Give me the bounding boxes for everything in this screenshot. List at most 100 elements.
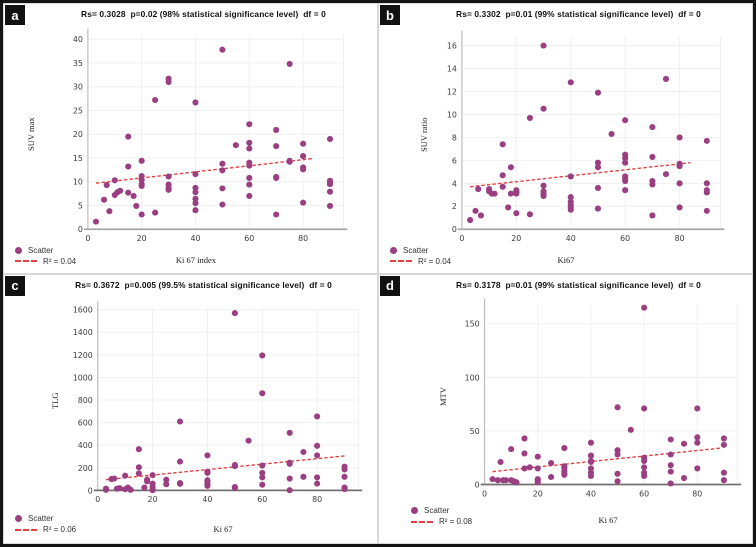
- scatter-plot: 0 20 40 60 80 0 2 4 6 8 10 12 14 16: [447, 30, 725, 243]
- legend-trend-entry: R² = 0.04: [15, 256, 76, 266]
- scatter-points: [92, 46, 334, 225]
- y-axis-label: TLG: [50, 392, 60, 409]
- svg-text:1200: 1200: [73, 350, 93, 359]
- panel-title: Rs= 0.3302 p=0.01 (99% statistical signi…: [456, 9, 701, 19]
- svg-text:10: 10: [73, 178, 83, 187]
- svg-text:80: 80: [675, 234, 685, 243]
- trend-line: [95, 157, 314, 184]
- scatter-dot-icon: [15, 515, 22, 522]
- tick-labels: 0 20 40 60 80 0 50 100 150: [465, 319, 703, 498]
- x-axis-label: Ki 67: [213, 523, 233, 534]
- x-axis-label: Ki 67: [598, 514, 618, 525]
- svg-text:40: 40: [202, 495, 212, 504]
- svg-text:1600: 1600: [73, 305, 93, 314]
- svg-text:150: 150: [465, 319, 480, 328]
- svg-text:800: 800: [78, 396, 93, 405]
- legend-scatter-entry: Scatter: [390, 245, 451, 255]
- legend-r2-label: R² = 0.04: [418, 256, 452, 266]
- axes: [93, 301, 363, 491]
- svg-text:80: 80: [312, 495, 322, 504]
- svg-text:40: 40: [566, 234, 576, 243]
- panel-letter-badge: b: [380, 5, 400, 25]
- scatter-points: [466, 42, 710, 224]
- svg-text:0: 0: [78, 225, 83, 234]
- svg-text:400: 400: [78, 441, 93, 450]
- svg-text:20: 20: [73, 130, 83, 139]
- y-axis-label: SUV max: [26, 117, 36, 151]
- svg-text:5: 5: [78, 201, 83, 210]
- y-axis-label: MTV: [438, 386, 448, 406]
- trend-line: [105, 454, 345, 480]
- svg-text:40: 40: [73, 35, 83, 44]
- svg-text:60: 60: [639, 489, 649, 498]
- svg-text:1000: 1000: [73, 373, 93, 382]
- svg-text:100: 100: [465, 373, 480, 382]
- svg-text:0: 0: [88, 486, 93, 495]
- x-axis-label: Ki 67 index: [175, 255, 217, 265]
- y-axis-label: SUV ratio: [419, 117, 429, 153]
- svg-text:40: 40: [586, 489, 596, 498]
- x-axis-label: Ki67: [557, 255, 575, 265]
- svg-text:12: 12: [447, 87, 457, 96]
- legend-r2-label: R² = 0.08: [439, 517, 473, 526]
- svg-text:15: 15: [73, 154, 83, 163]
- panel-title: Rs= 0.3178 p=0.01 (99% statistical signi…: [456, 279, 701, 290]
- legend: Scatter R² = 0.06: [15, 514, 76, 536]
- svg-text:60: 60: [257, 495, 267, 504]
- svg-text:60: 60: [244, 234, 254, 243]
- scatter-points: [102, 309, 348, 493]
- svg-text:40: 40: [190, 234, 200, 243]
- svg-text:20: 20: [511, 234, 521, 243]
- legend-scatter-entry: Scatter: [15, 514, 76, 524]
- svg-text:80: 80: [692, 489, 702, 498]
- trend-line: [492, 446, 722, 472]
- svg-text:4: 4: [452, 179, 457, 188]
- scatter-dot-icon: [411, 507, 418, 514]
- legend: Scatter R² = 0.04: [390, 245, 451, 267]
- svg-text:200: 200: [78, 463, 93, 472]
- svg-text:25: 25: [73, 106, 83, 115]
- scatter-dot-icon: [390, 246, 397, 254]
- dashed-line-icon: [15, 260, 37, 262]
- legend-scatter-entry: Scatter: [15, 245, 76, 255]
- legend-r2-label: R² = 0.06: [43, 525, 77, 534]
- legend-scatter-label: Scatter: [403, 245, 429, 255]
- gridlines: [87, 34, 344, 230]
- legend-scatter-label: Scatter: [424, 506, 450, 515]
- svg-text:0: 0: [482, 489, 487, 498]
- axes: [83, 28, 348, 231]
- legend-scatter-label: Scatter: [28, 245, 54, 255]
- axes: [480, 298, 742, 485]
- gridlines: [484, 304, 738, 484]
- dashed-line-icon: [15, 528, 37, 531]
- panel-a: a Rs= 0.3028 p=0.02 (98% statistical sig…: [3, 3, 378, 274]
- tick-labels: 0 20 40 60 80 0 2 4 6 8 10 12 14 16: [447, 42, 685, 243]
- legend-trend-entry: R² = 0.06: [15, 525, 76, 535]
- svg-text:1400: 1400: [73, 328, 93, 337]
- svg-text:16: 16: [447, 42, 457, 51]
- svg-text:6: 6: [452, 156, 457, 165]
- svg-text:10: 10: [447, 110, 457, 119]
- gridlines: [97, 306, 359, 490]
- legend-trend-entry: R² = 0.04: [390, 256, 451, 266]
- panel-title: Rs= 0.3672 p=0.005 (99.5% statistical si…: [75, 279, 332, 290]
- panel-c: c Rs= 0.3672 p=0.005 (99.5% statistical …: [3, 273, 378, 544]
- legend: Scatter R² = 0.08: [411, 506, 472, 528]
- svg-text:0: 0: [475, 480, 480, 489]
- svg-text:0: 0: [452, 225, 457, 234]
- svg-text:14: 14: [447, 65, 457, 74]
- dashed-line-icon: [411, 520, 433, 523]
- svg-text:80: 80: [298, 234, 308, 243]
- tick-labels: 0 20 40 60 80 0 5 10 15 20 25 30 35 40: [73, 35, 308, 243]
- scatter-plot: 0 20 40 60 80 0 50 100 150: [465, 298, 742, 498]
- svg-text:20: 20: [533, 489, 543, 498]
- svg-text:600: 600: [78, 418, 93, 427]
- scatter-dot-icon: [15, 246, 22, 254]
- svg-text:30: 30: [73, 83, 83, 92]
- scatter-points: [489, 304, 727, 486]
- svg-text:20: 20: [137, 234, 147, 243]
- svg-text:60: 60: [620, 234, 630, 243]
